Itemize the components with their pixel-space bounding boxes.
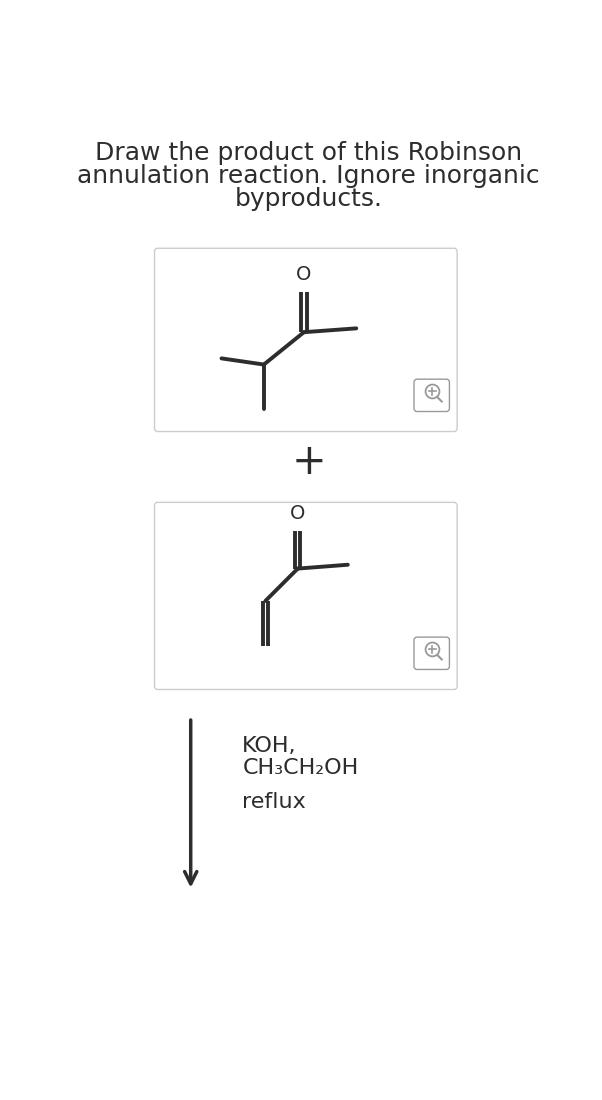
Text: KOH,: KOH,: [242, 737, 297, 757]
Text: O: O: [296, 265, 312, 285]
Text: CH₃CH₂OH: CH₃CH₂OH: [242, 758, 359, 778]
FancyBboxPatch shape: [414, 379, 450, 411]
Text: annulation reaction. Ignore inorganic: annulation reaction. Ignore inorganic: [77, 164, 540, 188]
Text: +: +: [291, 441, 326, 483]
Text: Draw the product of this Robinson: Draw the product of this Robinson: [95, 141, 522, 165]
FancyBboxPatch shape: [155, 249, 457, 431]
Text: reflux: reflux: [242, 792, 306, 812]
Text: O: O: [290, 504, 305, 524]
Text: byproducts.: byproducts.: [235, 187, 382, 211]
FancyBboxPatch shape: [414, 637, 450, 670]
FancyBboxPatch shape: [155, 503, 457, 690]
